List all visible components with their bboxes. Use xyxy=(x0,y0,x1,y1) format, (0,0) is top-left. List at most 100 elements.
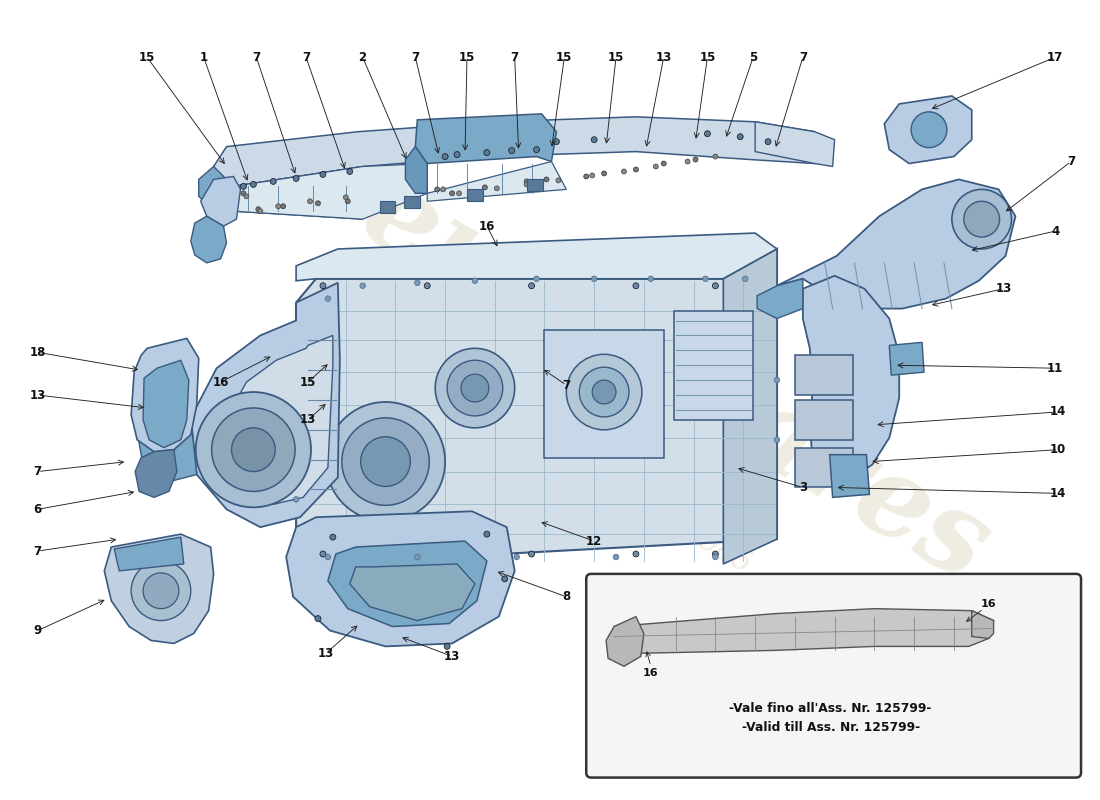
Polygon shape xyxy=(190,282,340,527)
Polygon shape xyxy=(114,537,184,571)
Circle shape xyxy=(703,276,708,282)
Circle shape xyxy=(308,198,312,204)
Circle shape xyxy=(590,173,595,178)
Circle shape xyxy=(294,497,299,502)
Polygon shape xyxy=(143,360,189,448)
Polygon shape xyxy=(829,454,869,498)
Circle shape xyxy=(566,354,642,430)
Circle shape xyxy=(320,551,326,557)
Polygon shape xyxy=(884,96,971,163)
Circle shape xyxy=(425,551,430,557)
Text: 16: 16 xyxy=(644,668,659,678)
Circle shape xyxy=(534,276,539,282)
Text: 15: 15 xyxy=(557,50,573,64)
Text: -Vale fino all'Ass. Nr. 125799-: -Vale fino all'Ass. Nr. 125799- xyxy=(729,702,932,714)
Circle shape xyxy=(508,148,515,154)
Circle shape xyxy=(345,198,350,204)
Polygon shape xyxy=(227,335,333,504)
Text: 7: 7 xyxy=(1067,155,1075,168)
Circle shape xyxy=(360,283,365,289)
Circle shape xyxy=(534,146,539,153)
Text: 13: 13 xyxy=(30,389,46,402)
Circle shape xyxy=(434,187,440,192)
Text: 7: 7 xyxy=(302,50,310,64)
Text: 7: 7 xyxy=(510,50,519,64)
Circle shape xyxy=(524,182,529,187)
Circle shape xyxy=(211,408,295,491)
Text: 9: 9 xyxy=(34,624,42,637)
Text: 7: 7 xyxy=(34,465,42,478)
Circle shape xyxy=(964,202,1000,237)
Circle shape xyxy=(330,534,336,540)
Text: 15: 15 xyxy=(139,50,155,64)
Text: 13: 13 xyxy=(300,414,316,426)
Circle shape xyxy=(742,276,748,282)
Circle shape xyxy=(450,191,454,196)
Circle shape xyxy=(251,182,256,187)
Circle shape xyxy=(602,171,606,176)
Circle shape xyxy=(196,392,311,507)
Polygon shape xyxy=(379,202,396,214)
Circle shape xyxy=(294,417,299,422)
Circle shape xyxy=(484,150,490,155)
Circle shape xyxy=(693,157,698,162)
Circle shape xyxy=(774,378,780,383)
Polygon shape xyxy=(795,448,852,487)
Polygon shape xyxy=(757,278,803,318)
Polygon shape xyxy=(614,609,993,654)
Polygon shape xyxy=(233,163,427,219)
Circle shape xyxy=(483,185,487,190)
Circle shape xyxy=(774,437,780,442)
Text: 15: 15 xyxy=(459,50,475,64)
Circle shape xyxy=(661,161,667,166)
Circle shape xyxy=(315,616,321,622)
Circle shape xyxy=(502,576,508,582)
Circle shape xyxy=(316,201,320,206)
Polygon shape xyxy=(527,179,542,191)
Text: 11: 11 xyxy=(1047,362,1064,374)
Circle shape xyxy=(514,554,519,560)
Circle shape xyxy=(553,138,560,145)
Polygon shape xyxy=(406,146,427,194)
Text: 7: 7 xyxy=(411,50,419,64)
Circle shape xyxy=(461,374,488,402)
Circle shape xyxy=(592,380,616,404)
Circle shape xyxy=(441,187,446,192)
Polygon shape xyxy=(803,276,899,478)
Circle shape xyxy=(713,154,718,159)
Text: 6: 6 xyxy=(34,502,42,516)
Circle shape xyxy=(580,367,629,417)
Polygon shape xyxy=(190,216,227,263)
Polygon shape xyxy=(427,162,566,202)
Text: 15: 15 xyxy=(608,50,624,64)
Circle shape xyxy=(444,643,450,650)
Text: 7: 7 xyxy=(34,545,42,558)
Polygon shape xyxy=(416,114,557,163)
Polygon shape xyxy=(200,177,241,226)
Text: 14: 14 xyxy=(1050,487,1066,500)
Circle shape xyxy=(342,418,429,506)
Circle shape xyxy=(472,278,477,283)
Polygon shape xyxy=(405,196,420,208)
Text: a passion since 1985: a passion since 1985 xyxy=(476,401,756,578)
Circle shape xyxy=(293,175,299,182)
Polygon shape xyxy=(795,400,852,440)
Circle shape xyxy=(320,282,326,289)
Circle shape xyxy=(634,167,638,172)
Circle shape xyxy=(425,282,430,289)
Polygon shape xyxy=(544,330,663,458)
Circle shape xyxy=(454,151,460,158)
Polygon shape xyxy=(795,355,852,395)
Circle shape xyxy=(952,190,1012,249)
Text: 17: 17 xyxy=(1047,50,1064,64)
Text: -Valid till Ass. Nr. 125799-: -Valid till Ass. Nr. 125799- xyxy=(741,722,920,734)
Circle shape xyxy=(685,159,690,164)
Circle shape xyxy=(326,554,331,560)
Text: 16: 16 xyxy=(212,376,229,389)
Polygon shape xyxy=(468,190,483,202)
Circle shape xyxy=(456,191,462,196)
Circle shape xyxy=(241,183,246,190)
Circle shape xyxy=(737,134,744,140)
Text: 2: 2 xyxy=(359,50,366,64)
Circle shape xyxy=(632,551,639,557)
